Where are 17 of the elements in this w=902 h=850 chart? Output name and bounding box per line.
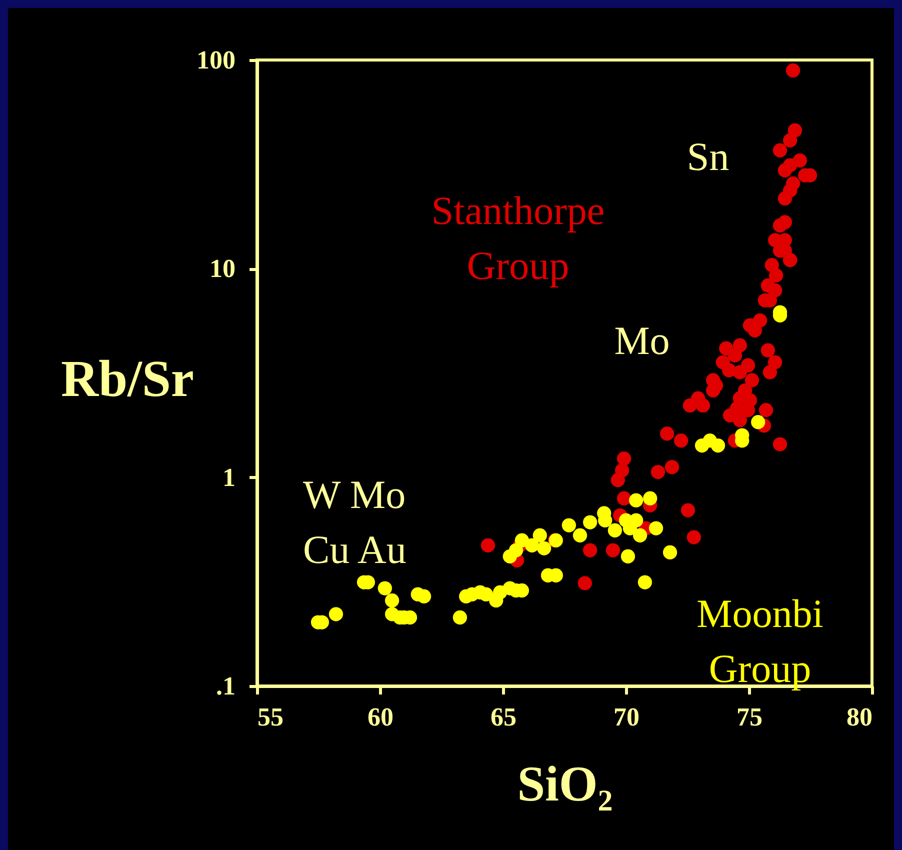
text: Stanthorpe Group [431,188,605,288]
annotation: Mo [614,318,670,363]
x-axis-title: SiO₂ [517,756,613,812]
x-tick-label: 70 [614,702,640,732]
annotation: W Mo Cu Au [303,472,406,572]
x-tick-label: 55 [258,702,284,732]
series-label: Moonbi Group [696,591,824,691]
x-tick-label: 60 [368,702,394,732]
y-axis-title: Rb/Sr [61,350,194,408]
y-tick-label: 10 [210,254,236,284]
x-tick-label: 65 [490,702,516,732]
y-tick-label: .1 [216,672,236,700]
x-tick-label: 75 [736,702,762,732]
x-tick-label: 80 [846,702,872,732]
annotation: Sn [686,134,730,179]
y-tick-label: 1 [222,462,236,492]
y-tick-label: 100 [196,46,236,74]
